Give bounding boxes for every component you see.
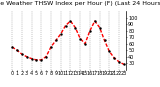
Text: Milwaukee Weather THSW Index per Hour (F) (Last 24 Hours): Milwaukee Weather THSW Index per Hour (F… (0, 1, 160, 6)
